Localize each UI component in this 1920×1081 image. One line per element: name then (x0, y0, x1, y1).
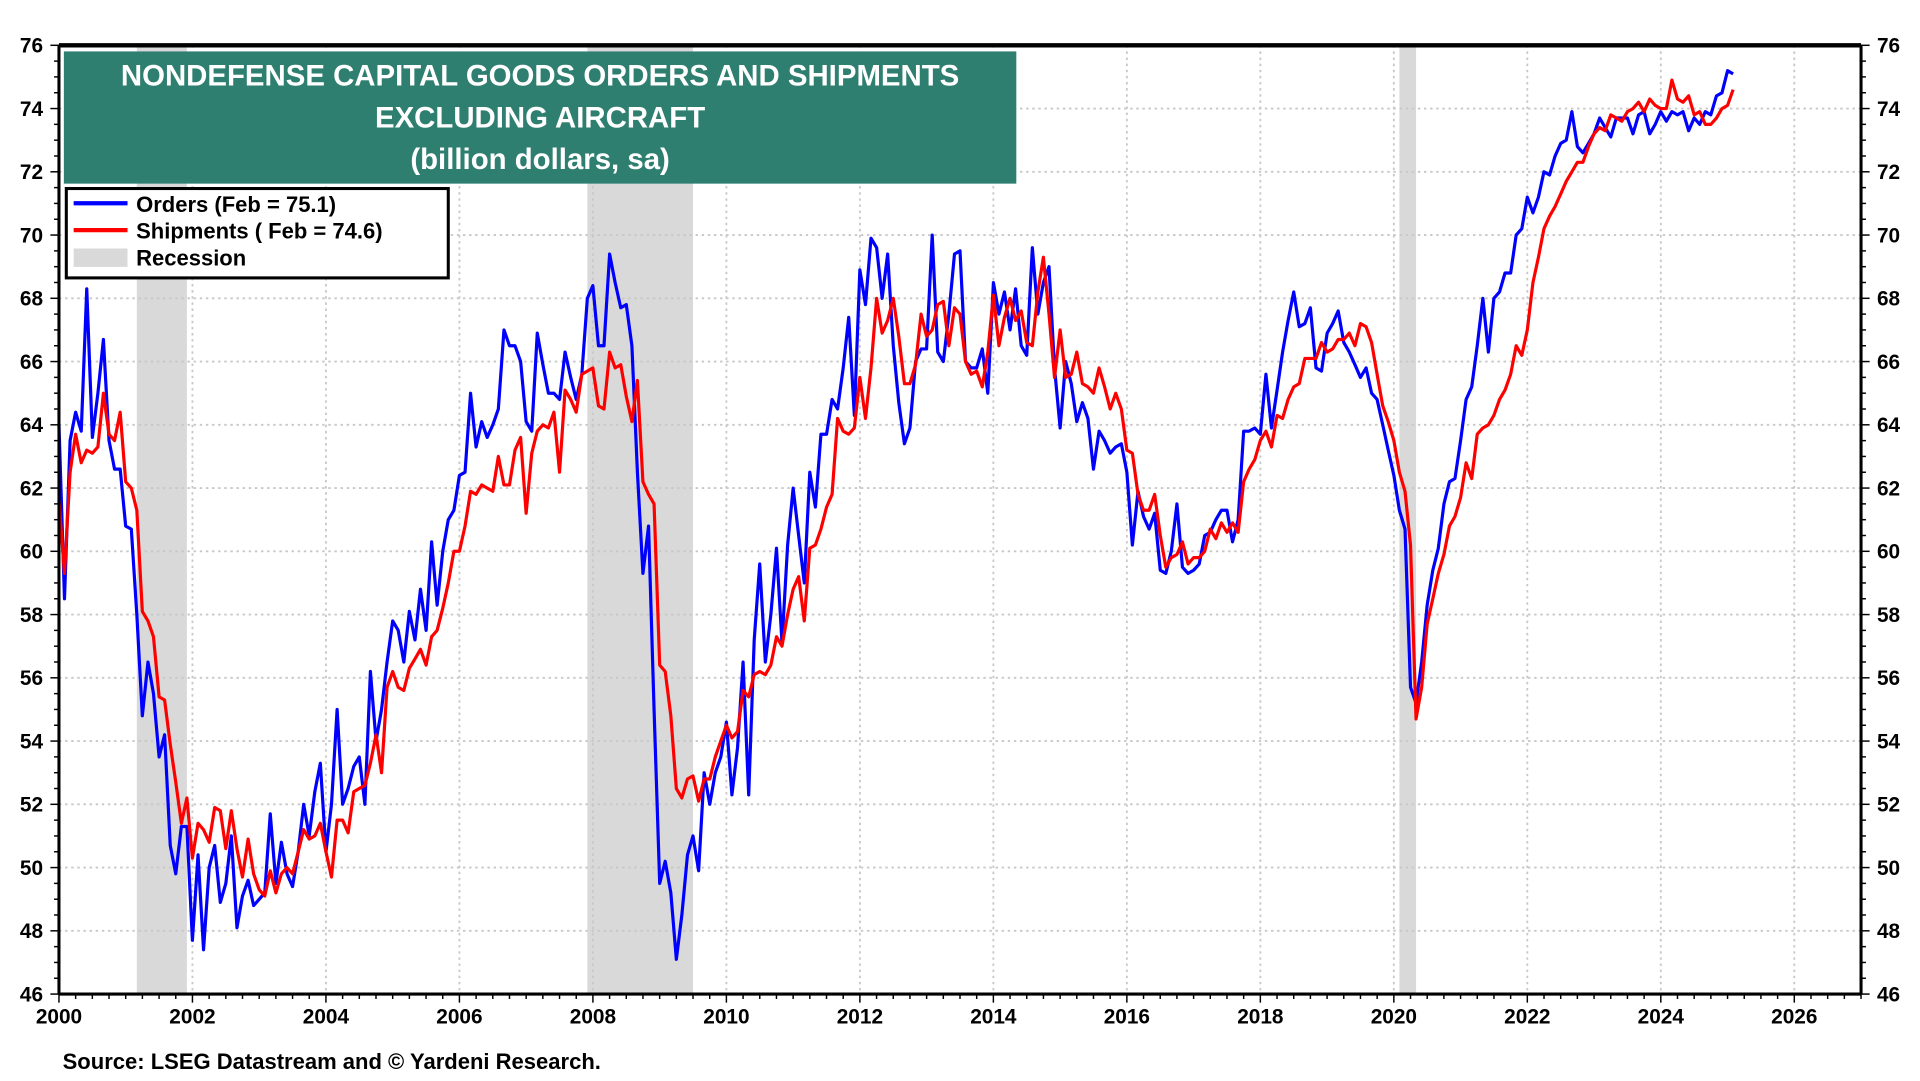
x-tick-label: 2018 (1237, 1005, 1283, 1028)
legend-orders-label: Orders (Feb = 75.1) (136, 192, 336, 217)
y-tick-label-right: 58 (1877, 604, 1900, 627)
y-tick-label-left: 48 (20, 920, 43, 943)
y-tick-label-right: 52 (1877, 794, 1900, 817)
x-tick-label: 2008 (570, 1005, 616, 1028)
y-tick-label-right: 72 (1877, 161, 1900, 184)
shipments-line (57, 78, 1735, 898)
x-tick-label: 2004 (303, 1005, 350, 1028)
x-tick-label: 2026 (1771, 1005, 1817, 1028)
y-tick-label-left: 54 (20, 730, 44, 753)
y-tick-label-left: 74 (20, 98, 44, 121)
tick-labels: 46 46 48 48 50 50 52 52 54 54 56 56 58 58 60 60 62 62 64 64… (20, 35, 1901, 1029)
x-tick-label: 2000 (36, 1005, 82, 1028)
y-tick-label-left: 56 (20, 667, 43, 690)
y-tick-label-right: 68 (1877, 288, 1900, 311)
orders-line (57, 69, 1734, 961)
title-line-2: EXCLUDING AIRCRAFT (375, 101, 705, 134)
title-background (63, 51, 1017, 184)
x-tick-label: 2016 (1104, 1005, 1150, 1028)
legend-recession-label: Recession (136, 246, 246, 271)
y-tick-label-right: 54 (1877, 730, 1901, 753)
y-tick-label-right: 48 (1877, 920, 1900, 943)
x-tick-label: 2002 (169, 1005, 215, 1028)
title-line-1: NONDEFENSE CAPITAL GOODS ORDERS AND SHIP… (121, 60, 959, 93)
y-tick-label-left: 52 (20, 794, 43, 817)
y-tick-label-left: 58 (20, 604, 43, 627)
y-tick-label-right: 46 (1877, 983, 1900, 1006)
y-tick-label-left: 60 (20, 541, 43, 564)
y-tick-label-left: 66 (20, 351, 43, 374)
y-tick-label-right: 60 (1877, 541, 1900, 564)
source-note: Source: LSEG Datastream and © Yardeni Re… (63, 1049, 601, 1074)
axes (50, 43, 1870, 1003)
y-tick-label-right: 66 (1877, 351, 1900, 374)
legend-box (64, 187, 450, 280)
title-box: NONDEFENSE CAPITAL GOODS ORDERS AND SHIP… (63, 51, 1017, 184)
y-tick-label-right: 62 (1877, 477, 1900, 500)
x-tick-label: 2020 (1371, 1005, 1417, 1028)
y-tick-label-left: 68 (20, 288, 43, 311)
series-lines (57, 69, 1735, 961)
legend-recession-swatch (73, 248, 128, 267)
y-tick-label-right: 74 (1877, 98, 1901, 121)
y-tick-label-right: 70 (1877, 224, 1900, 247)
gridlines (58, 45, 1862, 995)
y-tick-label-left: 64 (20, 414, 44, 437)
x-tick-label: 2022 (1504, 1005, 1550, 1028)
y-tick-label-left: 76 (20, 35, 43, 58)
legend: Orders (Feb = 75.1) Shipments ( Feb = 74… (64, 187, 450, 280)
y-tick-label-right: 50 (1877, 857, 1900, 880)
x-tick-label: 2014 (970, 1005, 1017, 1028)
y-tick-label-left: 72 (20, 161, 43, 184)
x-tick-label: 2024 (1638, 1005, 1685, 1028)
y-tick-label-left: 46 (20, 983, 43, 1006)
y-tick-label-left: 70 (20, 224, 43, 247)
x-tick-label: 2010 (703, 1005, 749, 1028)
legend-shipments-label: Shipments ( Feb = 74.6) (136, 219, 383, 244)
y-tick-label-right: 76 (1877, 35, 1900, 58)
y-tick-label-right: 64 (1877, 414, 1901, 437)
y-tick-label-left: 50 (20, 857, 43, 880)
y-tick-label-left: 62 (20, 477, 43, 500)
y-tick-label-right: 56 (1877, 667, 1900, 690)
title-line-3: (billion dollars, sa) (410, 143, 670, 176)
x-tick-label: 2012 (837, 1005, 883, 1028)
x-tick-label: 2006 (436, 1005, 482, 1028)
